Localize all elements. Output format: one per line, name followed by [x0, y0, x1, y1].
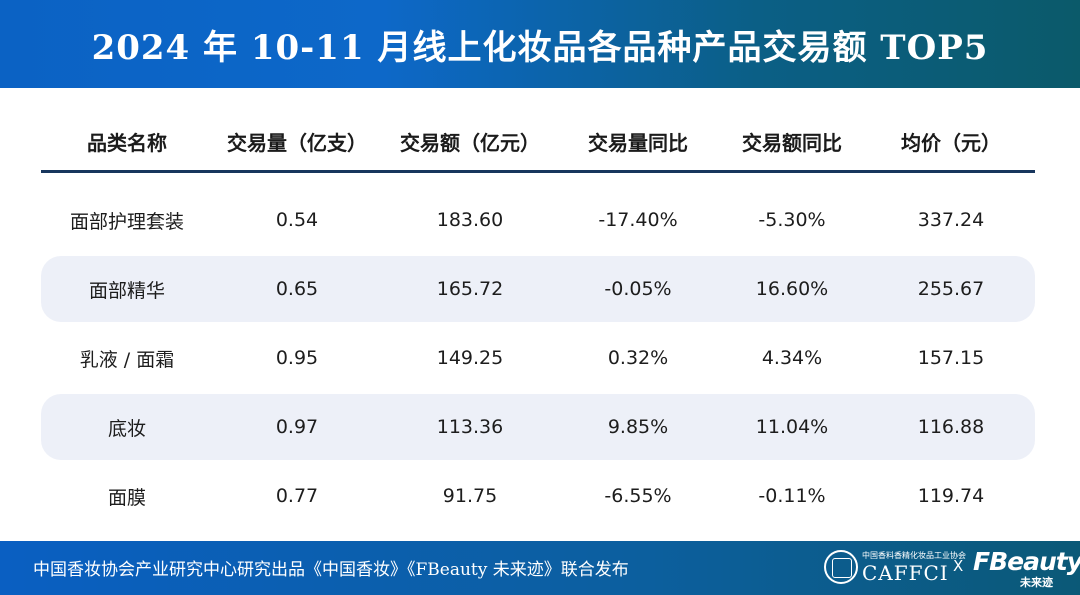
- value-cell: 9.85%: [607, 416, 669, 438]
- value-cell: 11.04%: [755, 416, 829, 438]
- value-cell: 4.34%: [761, 347, 823, 369]
- table-row: 面部精华 0.65 165.72 -0.05% 16.60% 255.67: [41, 256, 1035, 322]
- value-cell: 157.15: [917, 347, 985, 369]
- value-cell: 165.72: [436, 278, 504, 300]
- partner-separator: X: [953, 557, 964, 575]
- title-banner: 2024 年 10-11 月线上化妆品各品种产品交易额 TOP5: [0, 0, 1080, 88]
- value-cell: 0.97: [275, 416, 319, 438]
- value-cell: 0.77: [275, 485, 319, 507]
- page-title: 2024 年 10-11 月线上化妆品各品种产品交易额 TOP5: [91, 27, 989, 68]
- category-cell: 面部护理套装: [69, 210, 184, 233]
- table-row: 乳液 / 面霜 0.95 149.25 0.32% 4.34% 157.15: [41, 325, 1035, 391]
- value-cell: 0.95: [275, 347, 319, 369]
- value-cell: 113.36: [436, 416, 504, 438]
- value-cell: 119.74: [917, 485, 985, 507]
- column-header: 均价（元）: [901, 130, 1001, 155]
- value-cell: 0.32%: [607, 347, 669, 369]
- value-cell: 0.54: [275, 209, 319, 231]
- column-header: 交易额（亿元）: [400, 130, 540, 155]
- caffci-logo: CAFFCI: [862, 561, 949, 585]
- value-cell: -6.55%: [604, 485, 672, 507]
- value-cell: -0.05%: [604, 278, 672, 300]
- table-header: 品类名称 交易量（亿支） 交易额（亿元） 交易量同比 交易额同比 均价（元）: [41, 112, 1035, 173]
- table-row: 底妆 0.97 113.36 9.85% 11.04% 116.88: [41, 394, 1035, 460]
- caffci-full-name: 中国香料香精化妆品工业协会: [862, 551, 966, 560]
- fbeauty-logo-subtitle: 未来迹: [1020, 576, 1053, 589]
- column-header: 交易量同比: [588, 130, 688, 155]
- value-cell: 337.24: [917, 209, 985, 231]
- column-header: 交易量（亿支）: [227, 130, 367, 155]
- value-cell: -5.30%: [758, 209, 826, 231]
- value-cell: 91.75: [442, 485, 498, 507]
- value-cell: 116.88: [917, 416, 985, 438]
- table-row: 面膜 0.77 91.75 -6.55% -0.11% 119.74: [41, 463, 1035, 529]
- caffci-seal-icon: [824, 550, 858, 584]
- value-cell: 0.65: [275, 278, 319, 300]
- value-cell: 149.25: [436, 347, 504, 369]
- table-body: 面部护理套装 0.54 183.60 -17.40% -5.30% 337.24 面部精华 0…: [41, 187, 1035, 529]
- data-table: 品类名称 交易量（亿支） 交易额（亿元） 交易量同比 交易额同比 均价（元） 面部护理套装…: [41, 112, 1035, 532]
- footer-banner: 中国香妆协会产业研究中心研究出品《中国香妆》《FBeauty 未来迹》联合发布 …: [0, 541, 1080, 595]
- value-cell: 255.67: [917, 278, 985, 300]
- category-cell: 面膜: [107, 486, 146, 509]
- table-row: 面部护理套装 0.54 183.60 -17.40% -5.30% 337.24: [41, 187, 1035, 253]
- footer-credit: 中国香妆协会产业研究中心研究出品《中国香妆》《FBeauty 未来迹》联合发布: [33, 560, 629, 580]
- fbeauty-logo: FBeauty: [973, 547, 1080, 576]
- column-header: 品类名称: [87, 130, 167, 155]
- category-cell: 底妆: [107, 417, 146, 440]
- category-cell: 乳液 / 面霜: [79, 348, 175, 371]
- value-cell: -0.11%: [758, 485, 826, 507]
- category-cell: 面部精华: [88, 279, 165, 302]
- column-header: 交易额同比: [742, 130, 842, 155]
- value-cell: -17.40%: [598, 209, 678, 231]
- value-cell: 16.60%: [755, 278, 829, 300]
- value-cell: 183.60: [436, 209, 504, 231]
